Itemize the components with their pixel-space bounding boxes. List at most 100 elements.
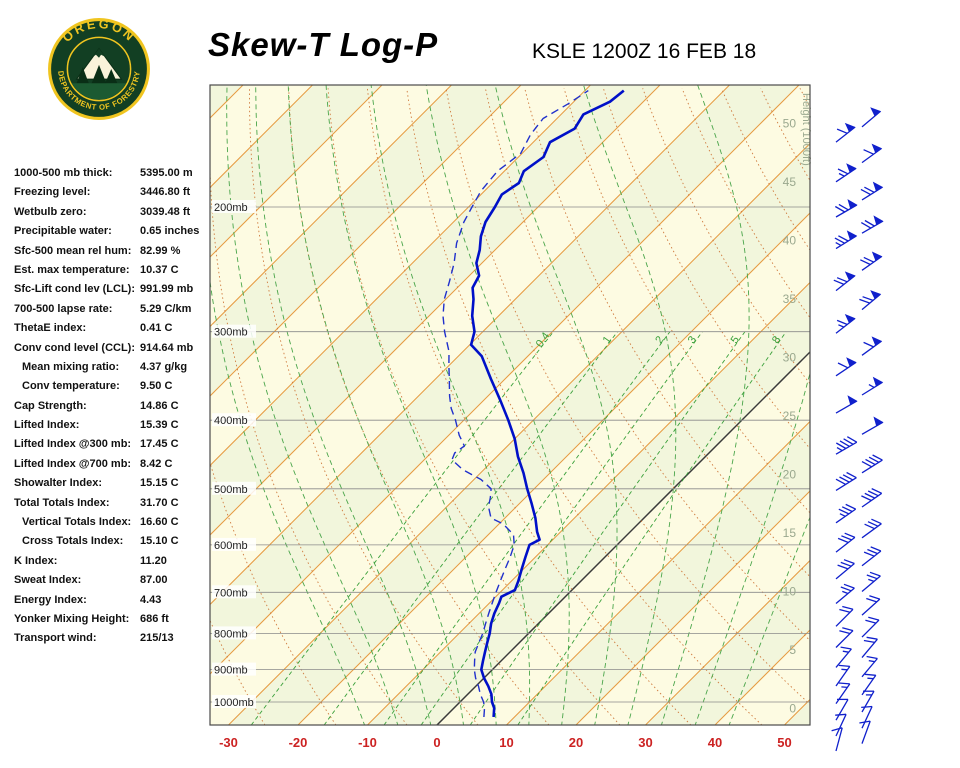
index-label: Total Totals Index: xyxy=(14,496,110,509)
wind-barb xyxy=(835,605,854,627)
index-row: Energy Index: 4.43 xyxy=(14,594,224,613)
index-label: Mean mixing ratio: xyxy=(22,360,120,373)
wind-barb xyxy=(861,655,878,678)
chart-title: Skew-T Log-P xyxy=(208,26,439,63)
dry-adiabat xyxy=(249,88,479,725)
wind-barb xyxy=(835,163,857,183)
index-row: Showalter Index: 15.15 C xyxy=(14,477,224,496)
wind-barb xyxy=(861,636,878,659)
wind-barb xyxy=(861,571,881,592)
skewt-plot-area: 0.4 1 2 3 5 8 xyxy=(0,85,810,725)
isotherm-line xyxy=(784,698,810,725)
index-value: 3446.80 ft xyxy=(140,186,191,199)
index-row: 700-500 lapse rate: 5.29 C/km xyxy=(14,303,224,322)
isotherm-line xyxy=(228,142,810,725)
wind-barb xyxy=(835,503,857,524)
index-value: 4.37 g/kg xyxy=(140,360,188,373)
temp-tick-label: 30 xyxy=(638,735,652,750)
index-row: K Index: 11.20 xyxy=(14,555,224,574)
index-label: Sfc-500 mean rel hum: xyxy=(14,244,132,257)
dry-adiabat xyxy=(642,88,810,385)
index-value: 5395.00 m xyxy=(140,167,193,179)
index-value: 686 ft xyxy=(140,612,169,625)
wind-barb xyxy=(861,595,881,616)
wind-barb xyxy=(861,518,882,539)
index-row: 1000-500 mb thick: 5395.00 m xyxy=(14,167,224,186)
isotherm-line xyxy=(506,420,810,725)
index-label: ThetaE index: xyxy=(14,322,87,335)
isotherm-line xyxy=(210,85,730,606)
index-row: Est. max temperature: 10.37 C xyxy=(14,264,224,283)
index-row: Conv cond level (CCL): 914.64 mb xyxy=(14,342,224,361)
dry-adiabat xyxy=(484,88,810,642)
plot-frame xyxy=(209,84,811,726)
index-row: Precipitable water: 0.65 inches xyxy=(14,225,224,244)
index-row: Lifted Index @300 mb: 17.45 C xyxy=(14,438,224,457)
wind-barb xyxy=(861,690,875,713)
index-row: Lifted Index: 15.39 C xyxy=(14,419,224,438)
index-label: Sfc-Lift cond lev (LCL): xyxy=(14,283,135,296)
height-tick-label: 5 xyxy=(789,643,796,657)
wind-barb xyxy=(834,230,858,250)
index-value: 17.45 C xyxy=(140,438,179,451)
isotherm-line xyxy=(210,85,244,119)
wind-barb xyxy=(861,416,884,435)
index-label: 700-500 lapse rate: xyxy=(14,302,113,315)
temp-tick-label: -10 xyxy=(358,735,377,750)
index-row: Vertical Totals Index: 16.60 C xyxy=(14,516,224,535)
temperature-curve xyxy=(469,89,625,718)
dry-adiabat xyxy=(288,88,550,725)
height-tick-label: 15 xyxy=(783,526,797,540)
mixing-ratio-line xyxy=(383,331,671,725)
isotherm-line xyxy=(210,85,383,258)
index-row: Yonker Mixing Height: 686 ft xyxy=(14,613,224,632)
isotherm-line xyxy=(297,212,810,725)
isotherm-line xyxy=(645,559,810,725)
index-value: 914.64 mb xyxy=(140,341,194,354)
pressure-label-bg xyxy=(212,481,256,495)
index-value: 82.99 % xyxy=(140,244,181,257)
pressure-label-bg xyxy=(212,662,256,676)
index-value: 9.50 C xyxy=(140,380,173,393)
index-value: 4.43 xyxy=(140,593,162,606)
wind-barb xyxy=(861,705,873,729)
moist-adiabat xyxy=(728,515,810,725)
isotherm-line xyxy=(210,85,661,536)
wind-barb xyxy=(861,488,883,508)
index-label: Conv temperature: xyxy=(22,380,120,393)
wind-barb xyxy=(835,664,851,687)
index-label: Est. max temperature: xyxy=(14,263,130,276)
pressure-label-bg xyxy=(212,626,256,640)
index-label: Cross Totals Index: xyxy=(22,535,124,548)
index-label: Sweat Index: xyxy=(14,574,82,587)
pressure-label: 200mb xyxy=(214,202,248,214)
isotherm-band xyxy=(0,85,174,725)
wind-barb xyxy=(861,376,884,396)
index-value: 15.15 C xyxy=(140,477,179,490)
index-value: 87.00 xyxy=(140,574,168,587)
index-value: 15.39 C xyxy=(140,419,179,432)
wind-barb xyxy=(861,673,877,696)
moist-adiabat xyxy=(325,85,497,725)
wind-barb xyxy=(835,627,854,648)
wind-barb xyxy=(835,646,852,668)
pressure-label: 800mb xyxy=(214,628,248,640)
height-tick-label: 40 xyxy=(783,234,797,248)
index-value: 11.20 xyxy=(140,554,167,567)
dewpoint-curve xyxy=(442,90,589,718)
wind-barb xyxy=(860,215,884,234)
mixing-ratio-label: 3 xyxy=(686,334,699,346)
wind-barb xyxy=(835,698,849,721)
index-label: K Index: xyxy=(14,554,58,567)
wind-barb xyxy=(835,395,858,414)
temp-tick-label: -30 xyxy=(219,735,238,750)
mixing-ratio-label: 5 xyxy=(729,334,742,346)
index-label: 1000-500 mb thick: xyxy=(14,167,113,179)
dry-adiabat xyxy=(210,88,408,725)
index-row: Mean mixing ratio: 4.37 g/kg xyxy=(14,361,224,380)
wind-barb xyxy=(861,546,882,567)
index-row: Cap Strength: 14.86 C xyxy=(14,400,224,419)
index-label: Transport wind: xyxy=(14,632,97,645)
height-tick-label: 45 xyxy=(783,175,797,189)
